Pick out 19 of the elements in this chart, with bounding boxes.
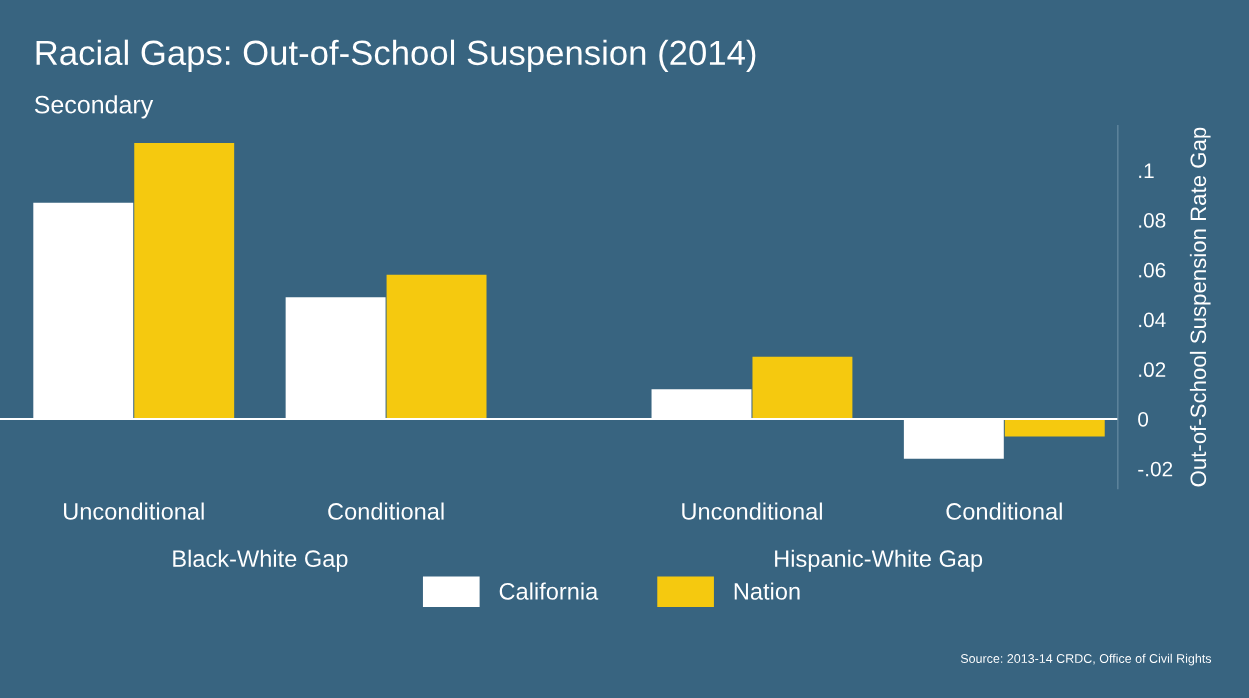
- y-tick-label: -.02: [1138, 461, 1173, 477]
- x-tick-label: Conditional: [328, 502, 444, 520]
- x-tick-label: Unconditional: [64, 502, 204, 520]
- y-axis-title: Out-of-School Suspension Rate Gap: [1189, 127, 1211, 487]
- source-note: Source: 2013-14 CRDC, Office of Civil Rights: [960, 653, 1212, 666]
- y-tick-label: .04: [1139, 312, 1166, 328]
- legend-label: Nation: [734, 582, 800, 600]
- text: Black-White Gap: [173, 549, 348, 572]
- legend-label: California: [499, 582, 599, 600]
- text: Hispanic-White Gap: [775, 549, 983, 572]
- x-tick-label: Conditional: [946, 502, 1062, 520]
- y-tick-label: .06: [1139, 262, 1166, 278]
- chart-title: Racial Gaps: Out-of-School Suspension (2014): [36, 39, 756, 73]
- chart-subtitle: Secondary: [34, 95, 154, 119]
- y-tick-label: 0: [1138, 411, 1149, 427]
- y-tick-label: .1: [1139, 163, 1154, 178]
- x-tick-label: Unconditional: [682, 502, 822, 520]
- y-tick-label: .02: [1139, 362, 1166, 378]
- y-tick-label: .08: [1139, 213, 1166, 228]
